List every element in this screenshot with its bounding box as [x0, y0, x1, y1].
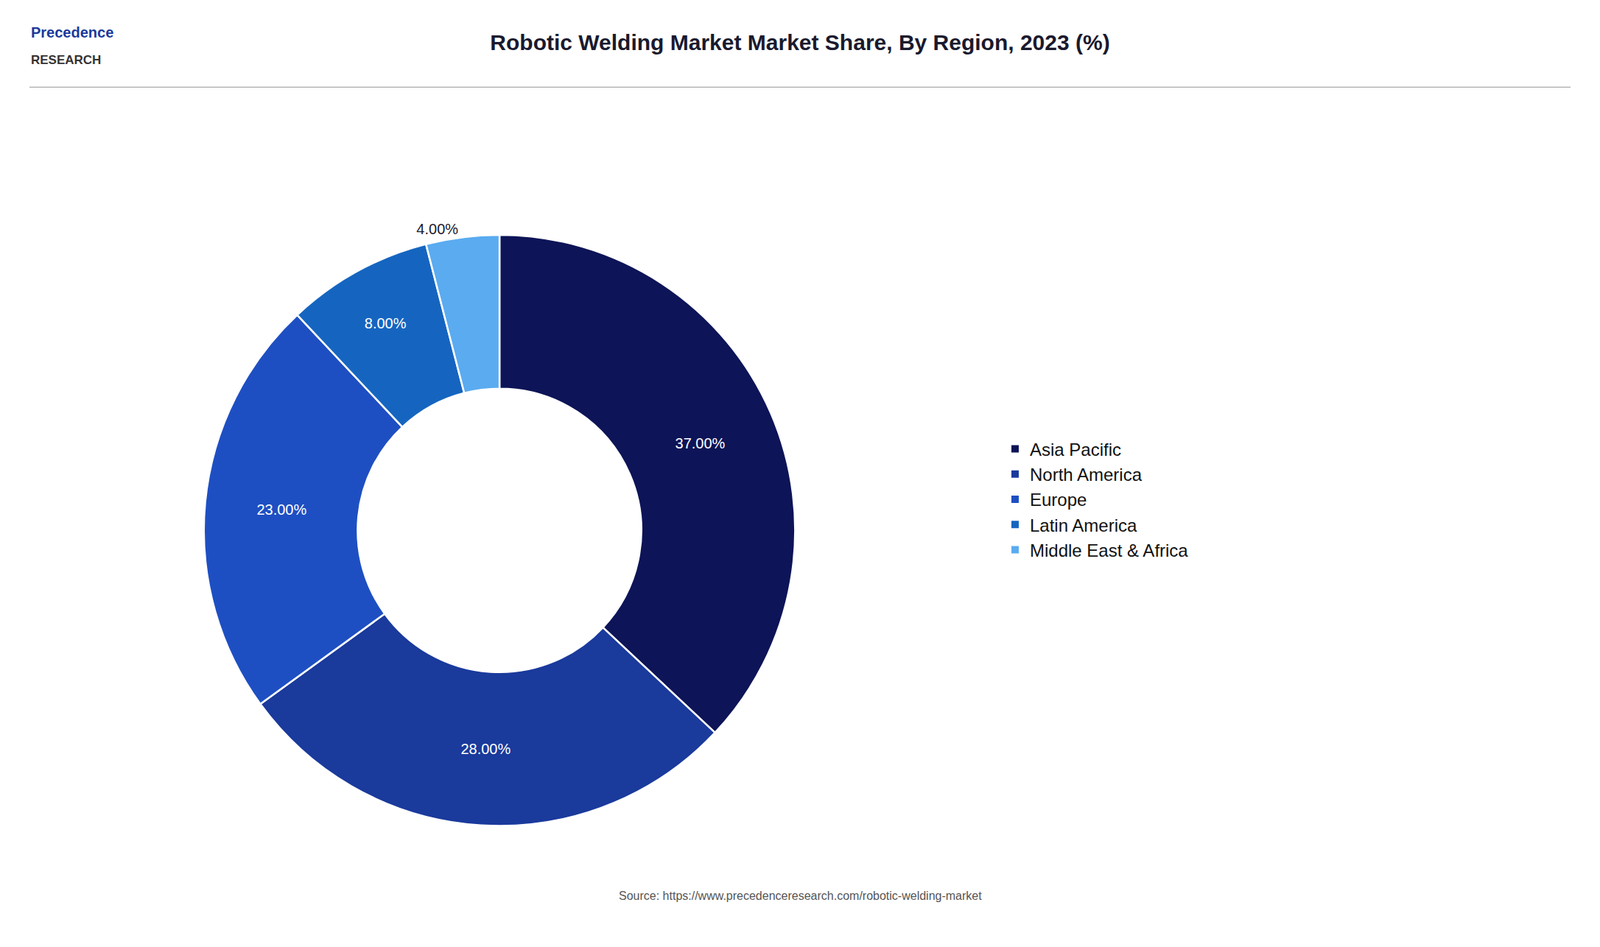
svg-text:Europe: Europe	[1029, 489, 1087, 510]
svg-text:4.00%: 4.00%	[416, 220, 459, 238]
svg-text:Robotic Welding Market Market: Robotic Welding Market Market Share, By …	[489, 30, 1110, 55]
svg-text:Latin America: Latin America	[1029, 515, 1138, 536]
svg-text:Precedence: Precedence	[30, 24, 114, 41]
svg-text:8.00%: 8.00%	[364, 315, 407, 332]
svg-text:Middle East & Africa: Middle East & Africa	[1029, 540, 1189, 561]
svg-text:28.00%: 28.00%	[460, 741, 511, 758]
svg-text:Source: https://www.precedence: Source: https://www.precedenceresearch.c…	[618, 889, 982, 903]
svg-text:Asia Pacific: Asia Pacific	[1029, 439, 1122, 460]
svg-text:23.00%: 23.00%	[256, 501, 307, 518]
svg-text:37.00%: 37.00%	[675, 435, 726, 452]
svg-text:North America: North America	[1029, 464, 1143, 485]
svg-text:RESEARCH: RESEARCH	[30, 53, 101, 68]
